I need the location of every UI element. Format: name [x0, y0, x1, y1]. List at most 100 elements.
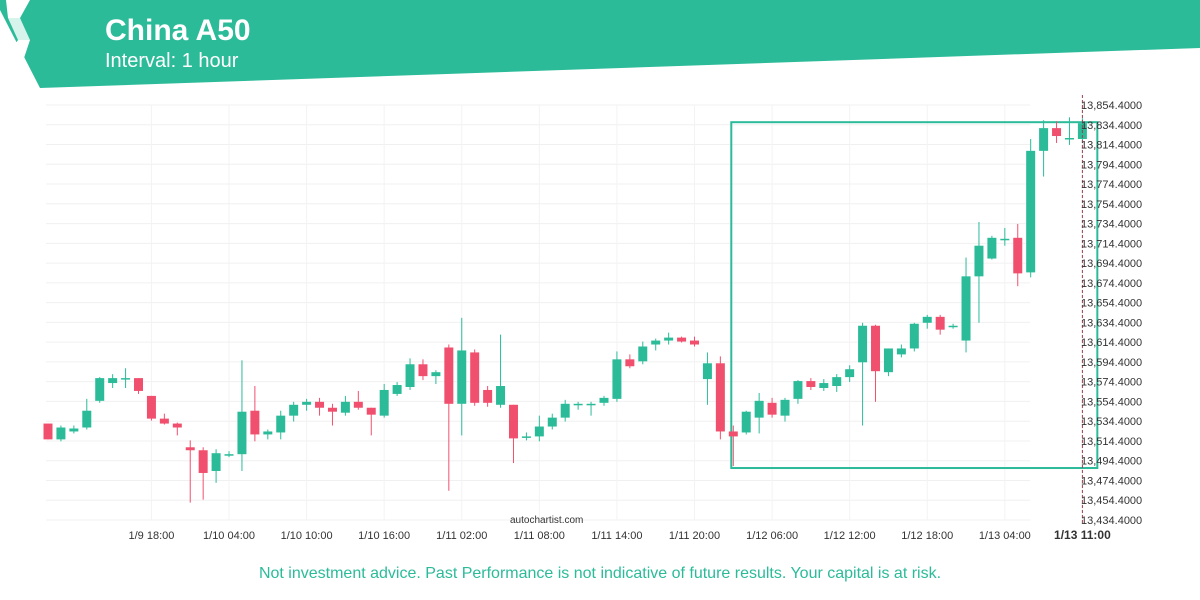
candle-body	[534, 426, 544, 437]
y-tick-label: 13,794.4000	[1081, 159, 1142, 171]
y-tick-label: 13,434.4000	[1081, 515, 1142, 527]
disclaimer: Not investment advice. Past Performance …	[258, 565, 942, 582]
pattern-rectangle	[730, 121, 1099, 470]
y-tick-label: 13,854.4000	[1081, 100, 1142, 112]
y-tick-label: 13,634.4000	[1081, 317, 1142, 329]
candle-body	[909, 323, 919, 349]
header-banner: China A50 Interval: 1 hour	[0, 0, 1200, 90]
candle-body	[974, 245, 984, 277]
candle-body	[560, 403, 570, 418]
y-tick-label: 13,734.4000	[1081, 219, 1142, 231]
candle-body	[754, 400, 764, 418]
candle-body	[237, 411, 247, 455]
candle-body	[95, 378, 105, 401]
candle-body	[806, 381, 816, 388]
candle-body	[457, 350, 467, 404]
candle-body	[651, 340, 661, 345]
candle-body	[496, 386, 506, 405]
x-tick-label: 1/12 18:00	[901, 530, 953, 542]
y-tick-label: 13,674.4000	[1081, 278, 1142, 290]
candle-body	[883, 348, 893, 373]
candle-body	[289, 404, 299, 416]
x-tick-label: 1/12 06:00	[746, 530, 798, 542]
x-tick-label: 1/13 04:00	[979, 530, 1031, 542]
candle-body	[664, 337, 674, 341]
x-tick-label: 1/10 10:00	[281, 530, 333, 542]
candle-body	[198, 450, 208, 473]
candle-body	[948, 325, 958, 328]
candle-body	[276, 415, 286, 433]
candle-body	[793, 381, 803, 399]
candle-body	[302, 401, 312, 405]
candle-body	[935, 316, 945, 330]
instrument-title: China A50	[105, 14, 251, 47]
candle-body	[1013, 237, 1023, 274]
candle-body	[69, 428, 79, 432]
candle-body	[1000, 238, 1010, 241]
x-tick-label: 1/12 12:00	[824, 530, 876, 542]
y-tick-label: 13,834.4000	[1081, 120, 1142, 132]
candle-body	[586, 403, 596, 406]
candle-body	[418, 364, 428, 377]
candle-body	[250, 410, 260, 435]
y-axis: 13,434.4000 13,454.4000 13,474.4000 13,494.…	[1081, 100, 1142, 527]
x-tick-label: 1/11 20:00	[669, 530, 720, 542]
candle-body	[780, 399, 790, 416]
y-tick-label: 13,534.4000	[1081, 416, 1142, 428]
candle-body	[224, 454, 234, 456]
candle-body	[43, 423, 53, 440]
y-tick-label: 13,754.4000	[1081, 199, 1142, 211]
y-tick-label: 13,554.4000	[1081, 396, 1142, 408]
y-tick-label: 13,694.4000	[1081, 258, 1142, 270]
candle-body	[638, 346, 648, 362]
candle-body	[832, 377, 842, 387]
candle-body	[625, 359, 635, 367]
candle-body	[728, 431, 738, 437]
candle-body	[263, 431, 273, 435]
y-tick-label: 13,654.4000	[1081, 298, 1142, 310]
y-tick-label: 13,474.4000	[1081, 475, 1142, 487]
candlestick-chart: 13,434.4000 13,454.4000 13,474.4000 13,494.…	[43, 95, 1142, 542]
candle-body	[172, 423, 182, 428]
candle-body	[379, 389, 389, 416]
candle-body	[134, 378, 144, 391]
candle-body	[547, 417, 557, 427]
candle-body	[121, 378, 131, 380]
x-tick-label: 1/10 04:00	[203, 530, 255, 542]
pattern-box	[730, 121, 1099, 470]
candle-body	[159, 418, 169, 424]
candle-body	[1026, 150, 1036, 273]
y-tick-label: 13,454.4000	[1081, 495, 1142, 507]
y-tick-label: 13,574.4000	[1081, 377, 1142, 389]
y-tick-label: 13,774.4000	[1081, 179, 1142, 191]
candle-body	[599, 397, 609, 403]
x-tick-label: 1/10 16:00	[358, 530, 410, 542]
watermark: autochartist.com	[510, 515, 584, 526]
x-axis: 1/9 18:00 1/10 04:00 1/10 10:00 1/10 16:00 1…	[129, 528, 1112, 542]
candle-body	[1052, 128, 1062, 137]
header-background	[0, 0, 1200, 88]
candle-body	[431, 372, 441, 377]
x-tick-label: 1/11 02:00	[436, 530, 487, 542]
candle-body	[444, 347, 454, 404]
y-tick-label: 13,614.4000	[1081, 337, 1142, 349]
header-shape	[0, 0, 1200, 88]
candle-body	[715, 363, 725, 432]
candle-body	[922, 316, 932, 323]
candle-body	[819, 383, 829, 388]
candle-body	[677, 337, 687, 342]
y-tick-label: 13,514.4000	[1081, 436, 1142, 448]
candle-body	[987, 237, 997, 259]
candle-body	[185, 447, 195, 451]
candles	[43, 117, 1087, 503]
candle-body	[741, 411, 751, 433]
candle-body	[702, 363, 712, 380]
candle-body	[1064, 138, 1074, 140]
candle-body	[146, 395, 156, 419]
candle-body	[573, 403, 583, 406]
candle-body	[767, 402, 777, 415]
candle-body	[56, 427, 66, 440]
candle-body	[845, 369, 855, 378]
candle-body	[612, 359, 622, 399]
y-tick-label: 13,714.4000	[1081, 238, 1142, 250]
